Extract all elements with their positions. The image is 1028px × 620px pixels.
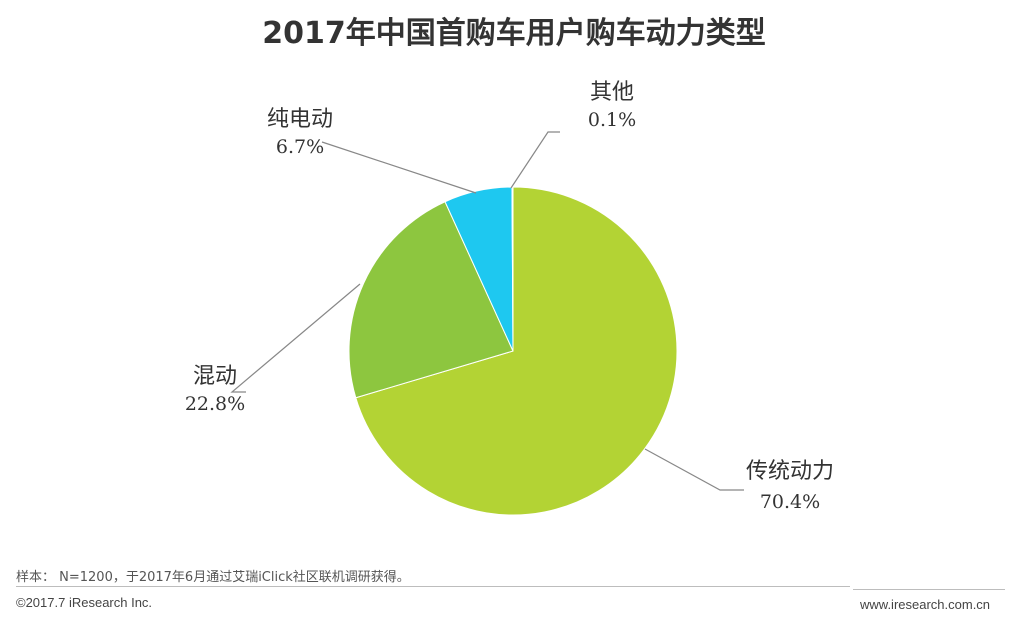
pie-slice-1 — [355, 186, 678, 516]
footer-divider-right — [853, 589, 1005, 590]
slice-label-4: 其他 — [590, 80, 634, 105]
slice-value-3: 6.7% — [276, 136, 324, 158]
slice-value-1: 70.4% — [760, 491, 820, 513]
leader-line-2 — [230, 283, 361, 393]
leader-line-4 — [510, 131, 560, 189]
slice-label-1: 传统动力 — [746, 459, 834, 484]
pie-slice-2 — [348, 201, 514, 399]
sample-note: 样本： N=1200，于2017年6月通过艾瑞iClick社区联机调研获得。 — [16, 570, 410, 585]
slice-label-2: 混动 — [193, 364, 237, 389]
chart-title: 2017年中国首购车用户购车动力类型 — [262, 16, 766, 51]
pie-chart: 传统动力 70.4% 混动 22.8% 纯电动 6.7% 其他 0.1% — [185, 80, 834, 516]
leader-line-3 — [321, 141, 477, 194]
copyright-text: ©2017.7 iResearch Inc. — [16, 595, 153, 610]
slice-value-2: 22.8% — [185, 393, 245, 415]
footer-divider — [16, 586, 850, 587]
website-link[interactable]: www.iresearch.com.cn — [860, 597, 991, 612]
leader-line-1 — [644, 448, 744, 491]
slice-label-3: 纯电动 — [267, 107, 333, 132]
slice-value-4: 0.1% — [588, 109, 636, 131]
